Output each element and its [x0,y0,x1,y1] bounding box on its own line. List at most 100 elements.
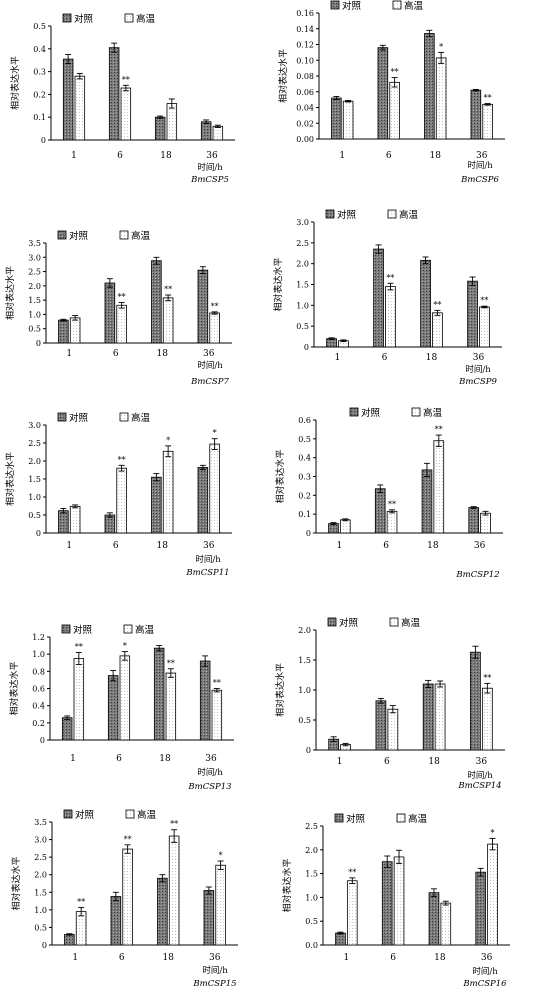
bar-heat [74,75,86,141]
bar-heat [432,312,443,348]
legend-label: 高温 [131,230,151,242]
legend-swatch-control [334,813,344,823]
y-tick-label: 0 [36,529,41,538]
bar-control [154,116,166,141]
bar-heat [487,843,498,946]
y-tick-label: 0.04 [296,104,314,113]
x-tick-label: 18 [157,541,169,551]
y-axis-label: 相对表达水平 [277,49,289,103]
bar-control [467,280,478,348]
y-tick-label: 1.0 [34,906,47,915]
x-tick-label: 1 [71,151,77,161]
bar-control [157,877,168,946]
legend-swatch-heat [396,813,406,823]
y-tick-label: 0.12 [296,41,314,50]
y-axis-label: 相对表达水平 [281,858,293,912]
legend-label: 高温 [408,813,428,825]
x-tick-label: 36 [205,754,217,764]
x-tick-label: 18 [428,757,440,767]
y-tick-label: 1.0 [305,893,318,902]
x-tick-label: 1 [337,541,343,551]
y-tick-label: 0.3 [33,68,46,77]
y-tick-label: 0.08 [296,72,314,81]
significance-mark: ** [122,75,130,84]
significance-mark: ** [388,500,396,509]
y-tick-label: 2.5 [305,822,318,831]
y-tick-label: 0.6 [298,416,311,425]
y-tick-label: 3.0 [28,421,41,430]
y-tick-label: 0.10 [296,56,314,65]
bar-control [199,660,211,741]
legend-swatch-control [62,13,72,23]
bar-control [424,33,435,140]
y-tick-label: 0.4 [32,702,45,711]
legend-label: 对照 [361,407,381,419]
significance-mark: ** [77,897,85,906]
y-tick-label: 3.5 [28,239,41,248]
gene-name: BmCSP13 [187,782,231,792]
bar-heat [480,512,491,534]
y-tick-label: 2.5 [296,239,309,248]
bar-control [468,507,480,534]
y-tick-label: 0.5 [28,511,41,520]
bar-heat [165,672,177,741]
y-axis-label: 相对表达水平 [9,56,21,110]
significance-mark: ** [213,679,221,688]
bar-heat [481,687,493,751]
x-tick-label: 6 [390,953,396,963]
y-tick-label: 2.0 [28,457,41,466]
bar-control [377,47,389,140]
x-tick-label: 6 [113,349,119,359]
legend-swatch-control [330,0,340,10]
x-tick-label: 36 [473,353,485,363]
legend-label: 高温 [401,617,421,629]
y-tick-label: 1.0 [32,650,45,659]
legend-label: 高温 [423,407,443,419]
gene-name: BmCSP7 [190,377,229,387]
legend-swatch-heat [392,0,402,10]
x-tick-label: 6 [386,151,392,161]
legend-label: 对照 [73,624,93,636]
x-tick-label: 36 [474,541,486,551]
gene-name: BmCSP6 [460,175,499,185]
significance-mark: ** [124,835,132,844]
bar-heat [209,312,220,344]
y-tick-label: 2.5 [34,853,47,862]
bar-heat [215,864,226,946]
x-axis-label: 时间/h [472,966,498,977]
y-tick-label: 3.0 [296,218,309,227]
legend-swatch-heat [387,209,397,219]
bar-control [381,861,393,946]
legend-swatch-control [349,407,359,417]
y-tick-label: 0.4 [298,454,311,463]
y-tick-label: 0.02 [296,119,314,128]
bar-control [328,523,339,534]
bar-control [197,269,209,344]
significance-mark: ** [348,868,356,877]
x-tick-label: 1 [66,349,72,359]
x-tick-label: 18 [160,151,172,161]
bar-heat [69,317,81,344]
legend-label: 对照 [69,230,89,242]
y-tick-label: 2.0 [298,626,311,635]
bar-control [374,488,386,534]
y-tick-label: 0.3 [298,473,311,482]
x-tick-label: 18 [427,541,439,551]
x-tick-label: 1 [344,953,350,963]
bar-control [58,510,69,534]
significance-mark: ** [164,285,172,294]
x-tick-label: 6 [384,757,390,767]
legend-label: 对照 [339,617,359,629]
x-tick-label: 36 [203,349,215,359]
y-tick-label: 0.5 [33,22,46,31]
x-tick-label: 36 [206,151,218,161]
legend-label: 高温 [131,412,151,424]
significance-mark: ** [211,302,219,311]
bar-control [197,467,209,534]
x-tick-label: 36 [481,953,493,963]
y-axis-label: 相对表达水平 [4,452,16,506]
legend-swatch-control [327,617,337,627]
bar-heat [482,103,493,140]
x-tick-label: 18 [434,953,446,963]
x-axis-label: 时间/h [465,364,491,375]
